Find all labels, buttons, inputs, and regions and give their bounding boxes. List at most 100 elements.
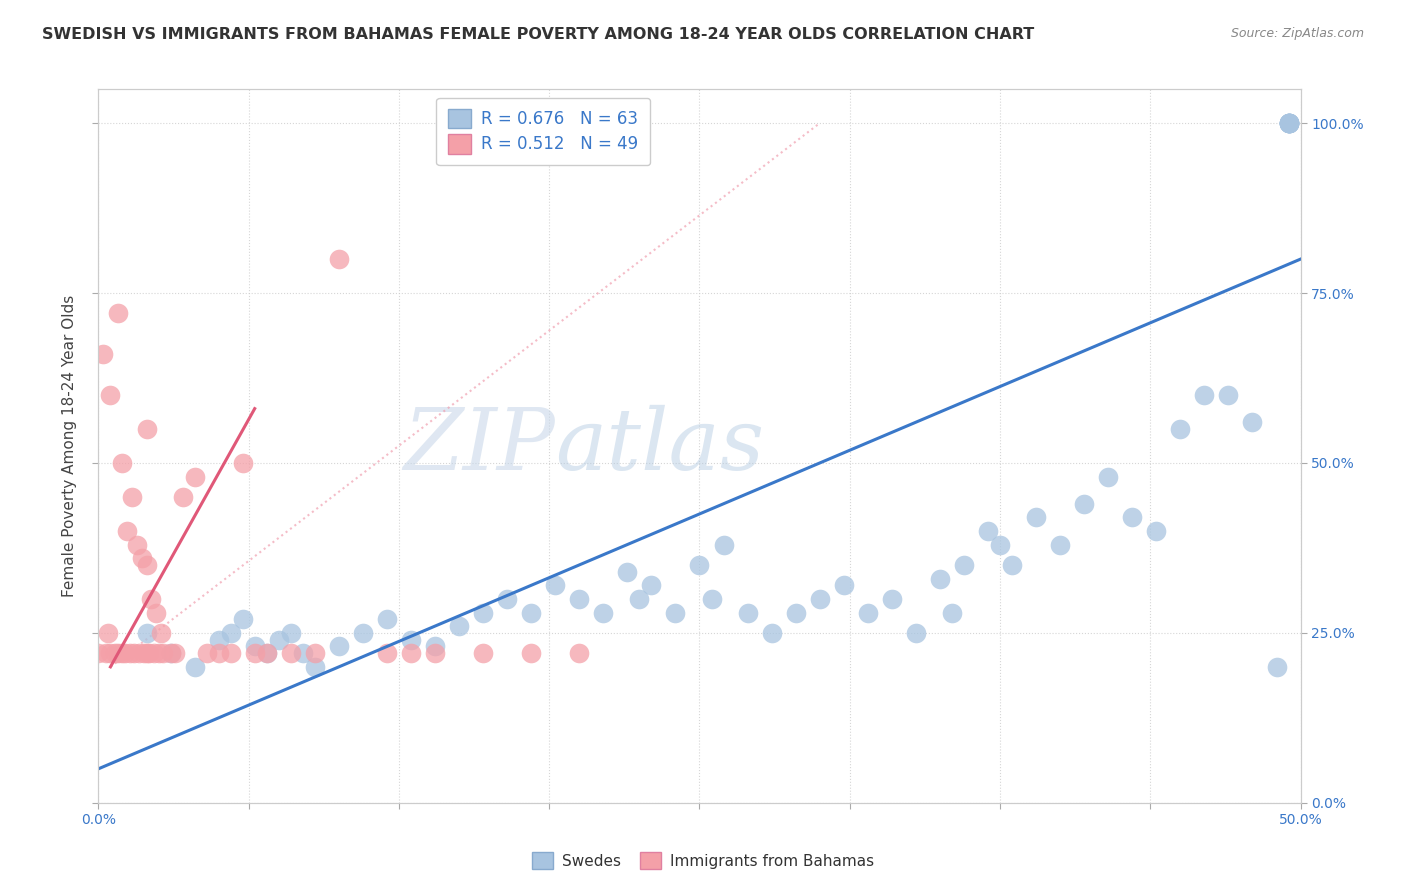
Point (880, 591, 903, 606)
Legend: Swedes, Immigrants from Bahamas: Swedes, Immigrants from Bahamas (526, 846, 880, 875)
Point (172, 490, 194, 504)
Point (1121, 510, 1143, 524)
Point (117, 524, 139, 538)
Point (785, 606, 807, 620)
Text: atlas: atlas (555, 405, 765, 487)
Point (159, 646, 181, 660)
Point (131, 551, 153, 566)
Point (114, 646, 136, 660)
Point (496, 591, 519, 606)
Point (737, 606, 759, 620)
Point (1049, 537, 1071, 551)
Point (208, 632, 231, 647)
Point (125, 537, 148, 551)
Point (97, 626, 120, 640)
Point (1277, 116, 1299, 130)
Point (142, 646, 165, 660)
Point (375, 612, 398, 626)
Point (568, 591, 591, 606)
Point (761, 626, 783, 640)
Point (256, 646, 278, 660)
Point (256, 646, 278, 660)
Point (111, 646, 134, 660)
Point (100, 388, 122, 402)
Point (149, 626, 172, 640)
Point (977, 524, 1000, 538)
Point (544, 578, 567, 592)
Point (100, 646, 122, 660)
Point (1241, 415, 1264, 429)
Point (121, 490, 143, 504)
Point (472, 606, 495, 620)
Point (219, 646, 242, 660)
Point (107, 646, 129, 660)
Point (91, 347, 114, 361)
Point (124, 646, 146, 660)
Point (195, 646, 218, 660)
Point (1277, 116, 1299, 130)
Point (399, 632, 422, 647)
Point (232, 612, 254, 626)
Point (1025, 510, 1047, 524)
Point (1277, 116, 1299, 130)
Text: Source: ZipAtlas.com: Source: ZipAtlas.com (1230, 27, 1364, 40)
Point (141, 591, 163, 606)
Point (1277, 116, 1299, 130)
Point (713, 537, 735, 551)
Point (375, 646, 398, 660)
Point (328, 640, 350, 654)
Point (628, 591, 651, 606)
Point (568, 646, 591, 660)
Point (1144, 524, 1167, 538)
Point (592, 606, 614, 620)
Point (135, 646, 157, 660)
Point (328, 252, 350, 266)
Point (1097, 469, 1119, 483)
Point (423, 640, 446, 654)
Point (640, 578, 662, 592)
Point (1277, 116, 1299, 130)
Point (1073, 497, 1095, 511)
Y-axis label: Female Poverty Among 18-24 Year Olds: Female Poverty Among 18-24 Year Olds (62, 295, 77, 597)
Point (472, 646, 495, 660)
Point (941, 606, 963, 620)
Point (280, 646, 302, 660)
Point (118, 646, 141, 660)
Point (111, 456, 134, 470)
Point (135, 422, 157, 436)
Point (664, 606, 686, 620)
Point (1170, 422, 1192, 436)
Point (243, 646, 266, 660)
Text: SWEDISH VS IMMIGRANTS FROM BAHAMAS FEMALE POVERTY AMONG 18-24 YEAR OLDS CORRELAT: SWEDISH VS IMMIGRANTS FROM BAHAMAS FEMAL… (42, 27, 1035, 42)
Point (904, 626, 927, 640)
Point (304, 660, 326, 674)
Point (1277, 116, 1299, 130)
Point (423, 646, 446, 660)
Point (152, 646, 174, 660)
Point (128, 646, 150, 660)
Point (208, 646, 231, 660)
Point (94, 646, 117, 660)
Point (1265, 660, 1288, 674)
Legend: R = 0.676   N = 63, R = 0.512   N = 49: R = 0.676 N = 63, R = 0.512 N = 49 (436, 97, 650, 165)
Point (104, 646, 127, 660)
Point (1001, 558, 1024, 572)
Point (148, 646, 170, 660)
Point (808, 591, 831, 606)
Point (447, 619, 470, 633)
Point (145, 606, 167, 620)
Point (280, 626, 302, 640)
Point (87, 646, 110, 660)
Point (352, 626, 374, 640)
Text: ZIP: ZIP (404, 405, 555, 487)
Point (219, 626, 242, 640)
Point (183, 660, 205, 674)
Point (520, 646, 543, 660)
Point (616, 565, 638, 579)
Point (304, 646, 326, 660)
Point (399, 646, 422, 660)
Point (988, 537, 1011, 551)
Point (232, 456, 254, 470)
Point (107, 306, 129, 320)
Point (267, 632, 290, 647)
